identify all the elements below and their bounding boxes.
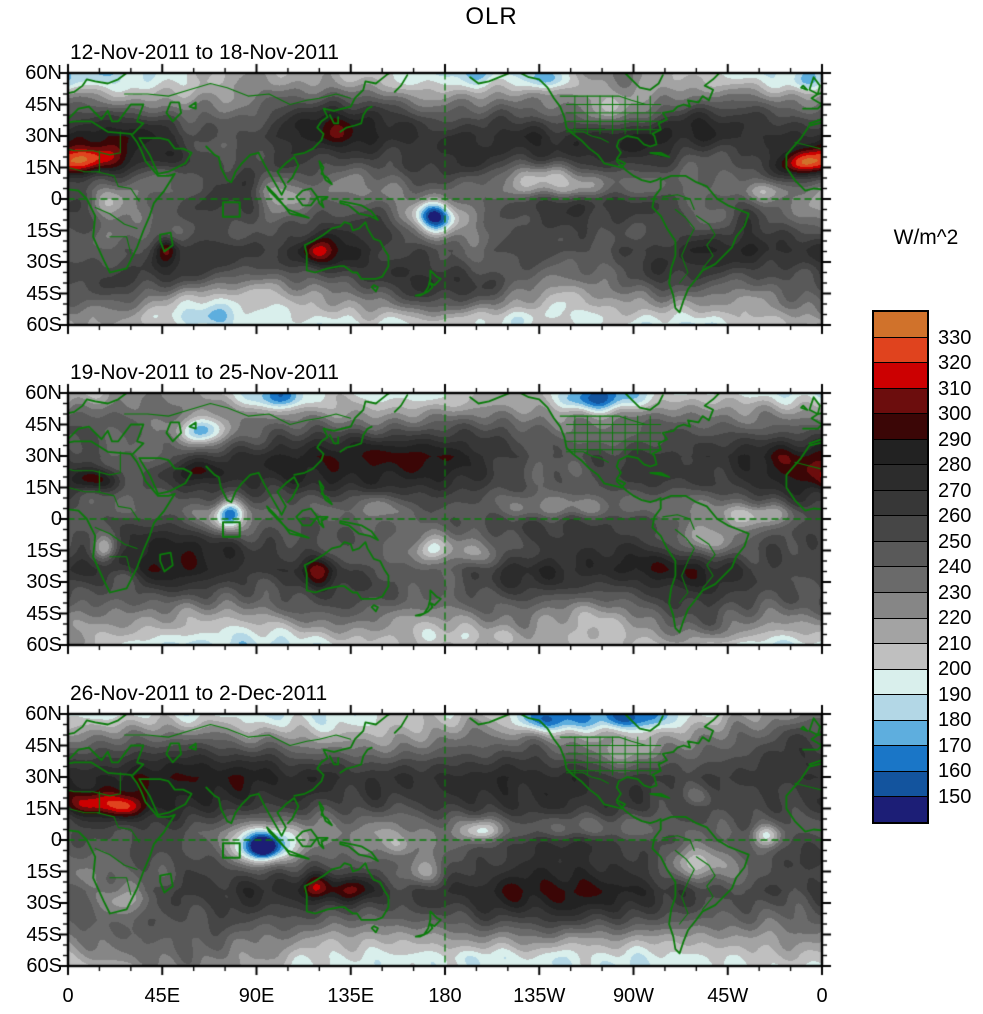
lat-tick-label: 15N — [25, 797, 62, 820]
colorbar-segment — [874, 312, 927, 338]
figure-title: OLR — [465, 3, 518, 30]
lat-tick-label: 60N — [25, 382, 62, 404]
lon-tick-label: 135W — [513, 985, 566, 1007]
map-panel-1 — [57, 62, 833, 336]
lat-tick-label: 45S — [26, 923, 62, 946]
map-panel-2 — [57, 382, 833, 656]
map-panel-3 — [57, 703, 833, 977]
colorbar-segment — [874, 618, 927, 645]
colorbar-tick-label: 150 — [938, 785, 972, 808]
lat-tick-label: 0 — [50, 829, 62, 851]
colorbar-tick-label: 250 — [938, 530, 972, 553]
lon-tick-label: 180 — [428, 985, 462, 1007]
lat-tick-label: 15S — [26, 539, 62, 562]
colorbar-segment — [874, 644, 927, 670]
lat-tick-label: 30S — [26, 892, 62, 914]
lat-tick-label: 15S — [26, 860, 62, 883]
colorbar-segment — [874, 516, 927, 542]
colorbar-tick-label: 160 — [938, 760, 972, 782]
colorbar-segment — [874, 337, 927, 364]
lon-tick-label: 90W — [612, 985, 655, 1007]
lat-tick-label: 30S — [26, 571, 62, 593]
lat-tick-label: 45N — [25, 413, 62, 436]
lat-tick-label: 60N — [25, 62, 62, 84]
colorbar-segment — [874, 720, 927, 747]
colorbar-tick-label: 240 — [938, 556, 972, 578]
colorbar-tick-label: 300 — [938, 403, 972, 425]
lon-tick-label: 0 — [62, 985, 74, 1007]
colorbar-tick-label: 190 — [938, 683, 972, 706]
colorbar-segment — [874, 567, 927, 594]
lat-tick-label: 30N — [25, 766, 62, 788]
lat-tick-label: 45S — [26, 282, 62, 305]
colorbar-segment — [874, 414, 927, 440]
colorbar-segment — [874, 490, 927, 517]
lat-tick-label: 45S — [26, 602, 62, 625]
lon-tick-label: 90E — [238, 985, 275, 1007]
panel-1-title: 12-Nov-2011 to 18-Nov-2011 — [70, 41, 339, 64]
colorbar-tick-label: 220 — [938, 607, 972, 629]
colorbar — [872, 310, 929, 824]
colorbar-tick-label: 200 — [938, 658, 972, 680]
lon-tick-label: 0 — [816, 985, 828, 1007]
colorbar-tick-label: 260 — [938, 505, 972, 527]
colorbar-segment — [874, 669, 927, 696]
colorbar-segment — [874, 695, 927, 721]
lat-tick-label: 15S — [26, 219, 62, 242]
lat-tick-label: 60S — [26, 314, 62, 336]
lat-tick-label: 60S — [26, 955, 62, 977]
lat-tick-label: 45N — [25, 734, 62, 757]
colorbar-segment — [874, 746, 927, 772]
lat-tick-label: 30N — [25, 125, 62, 147]
lat-tick-label: 60S — [26, 634, 62, 656]
colorbar-tick-label: 330 — [938, 326, 972, 349]
lat-tick-label: 30S — [26, 251, 62, 273]
colorbar-segment — [874, 388, 927, 415]
lat-tick-label: 30N — [25, 445, 62, 467]
colorbar-segment — [874, 363, 927, 389]
lat-tick-label: 0 — [50, 188, 62, 210]
colorbar-segment — [874, 593, 927, 619]
colorbar-tick-label: 270 — [938, 479, 972, 502]
panel-3-title: 26-Nov-2011 to 2-Dec-2011 — [70, 682, 328, 705]
colorbar-tick-label: 310 — [938, 377, 972, 400]
lat-tick-label: 15N — [25, 476, 62, 499]
colorbar-segment — [874, 439, 927, 466]
colorbar-segment — [874, 771, 927, 798]
lat-tick-label: 0 — [50, 508, 62, 530]
colorbar-segment — [874, 465, 927, 491]
panel-2-title: 19-Nov-2011 to 25-Nov-2011 — [70, 361, 339, 384]
colorbar-tick-label: 210 — [938, 632, 972, 655]
colorbar-tick-label: 170 — [938, 734, 972, 757]
colorbar-segment — [874, 797, 927, 822]
lat-tick-label: 45N — [25, 93, 62, 116]
lon-tick-label: 45E — [144, 985, 181, 1007]
colorbar-tick-label: 180 — [938, 709, 972, 731]
lat-tick-label: 60N — [25, 703, 62, 725]
colorbar-segment — [874, 541, 927, 568]
colorbar-tick-label: 290 — [938, 428, 972, 451]
colorbar-units-label: W/m^2 — [893, 226, 959, 249]
colorbar-tick-label: 230 — [938, 581, 972, 604]
lon-tick-label: 135E — [327, 985, 375, 1007]
colorbar-tick-label: 320 — [938, 352, 972, 374]
lon-tick-label: 45W — [707, 985, 749, 1007]
colorbar-tick-label: 280 — [938, 454, 972, 476]
lat-tick-label: 15N — [25, 156, 62, 179]
